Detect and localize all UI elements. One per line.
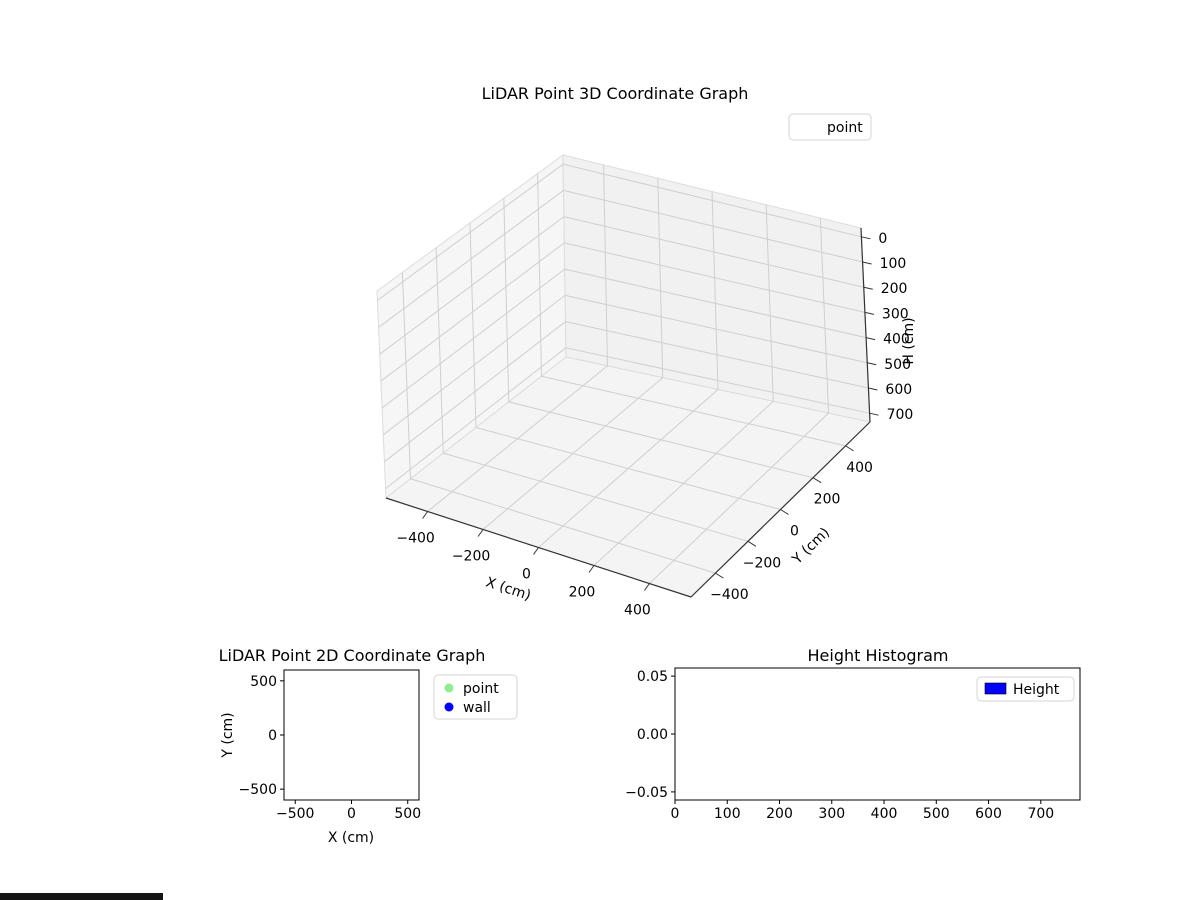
legend-height-marker-icon xyxy=(984,682,1007,695)
2d-x-tick-label: 0 xyxy=(347,806,356,822)
tick-mark xyxy=(869,412,879,416)
3d-h-axis-line xyxy=(860,227,871,423)
tick-mark xyxy=(864,311,875,315)
histogram-subplot: 0 100 200 300 400 500 600 700 −0.05 0.00 0.05 Heig… xyxy=(625,646,1081,822)
histogram-title: Height Histogram xyxy=(808,646,949,665)
tick-mark xyxy=(863,286,873,290)
2d-legend-frame xyxy=(433,674,518,720)
2d-legend-point-label: point xyxy=(463,681,499,697)
tick-mark xyxy=(865,337,876,341)
3d-grid-line xyxy=(482,377,664,530)
3d-subplot: −400 −200 0 200 400 −400 −200 0 200 400 0 100 200 300… xyxy=(376,84,917,619)
hist-x-tick-label: 400 xyxy=(871,806,898,822)
hist-x-tick-label: 500 xyxy=(923,806,950,822)
3d-grid-line xyxy=(538,389,719,548)
bottom-left-dark-strip xyxy=(0,893,163,900)
hist-x-tick-label: 600 xyxy=(975,806,1002,822)
tick-mark xyxy=(747,540,757,547)
3d-x-tick-label: −200 xyxy=(452,549,490,565)
legend-point-marker-icon xyxy=(444,683,454,693)
tick-mark xyxy=(868,387,878,391)
3d-h-tick-label: 200 xyxy=(881,281,908,297)
2d-y-tick-label: 0 xyxy=(268,728,277,744)
3d-grid-line xyxy=(469,222,477,428)
tick-mark xyxy=(715,572,724,579)
2d-y-axis-label: Y (cm) xyxy=(220,712,236,758)
histogram-axes: 0 100 200 300 400 500 600 700 −0.05 0.00 0.05 xyxy=(625,667,1081,822)
tick-mark xyxy=(867,362,877,366)
3d-grid-line xyxy=(603,164,608,366)
hist-x-tick-label: 700 xyxy=(1027,806,1054,822)
hist-x-tick-label: 100 xyxy=(714,806,741,822)
3d-h-tick-label: 400 xyxy=(883,332,910,348)
tick-mark xyxy=(588,565,595,573)
2d-subplot: −500 0 500 −500 0 500 LiDAR Point 2D Coordina… xyxy=(219,646,518,846)
histogram-legend-height-label: Height xyxy=(1013,682,1060,698)
hist-y-tick-label: −0.05 xyxy=(625,785,668,801)
3d-grid-line xyxy=(765,204,774,402)
tick-mark xyxy=(780,509,789,515)
3d-gridlines xyxy=(377,163,870,584)
2d-x-tick-label: 500 xyxy=(394,806,421,822)
3d-grid-line xyxy=(711,191,719,390)
3d-y-tick-label: −400 xyxy=(710,587,748,603)
3d-legend-frame xyxy=(788,113,872,141)
3d-x-tick-label: 200 xyxy=(569,585,596,601)
2d-legend-wall-label: wall xyxy=(463,700,491,716)
2d-y-tick-label: 500 xyxy=(250,674,277,690)
3d-plot-title: LiDAR Point 3D Coordinate Graph xyxy=(482,84,749,103)
3d-y-tick-label: −200 xyxy=(743,555,781,571)
3d-x-tick-label: 0 xyxy=(522,567,531,583)
3d-x-tick-label: 400 xyxy=(624,603,651,619)
tick-mark xyxy=(477,529,484,537)
2d-y-tick-label: −500 xyxy=(239,782,277,798)
2d-frame xyxy=(283,669,420,801)
2d-plot-title: LiDAR Point 2D Coordinate Graph xyxy=(219,646,486,665)
3d-h-tick-label: 600 xyxy=(885,382,912,398)
hist-x-tick-label: 0 xyxy=(671,806,680,822)
3d-h-tick-label: 500 xyxy=(884,357,911,373)
3d-grid-line xyxy=(657,178,664,378)
3d-legend-point-label: point xyxy=(827,120,863,136)
tick-mark xyxy=(862,261,872,265)
tick-mark xyxy=(861,236,871,240)
tick-mark xyxy=(812,477,822,484)
3d-legend: point xyxy=(788,113,872,141)
hist-y-tick-label: 0.00 xyxy=(637,727,668,743)
3d-grid-line xyxy=(427,365,608,512)
tick-mark xyxy=(422,511,428,519)
3d-grid-line xyxy=(819,218,830,414)
tick-mark xyxy=(845,445,854,452)
3d-grid-line xyxy=(593,400,774,566)
2d-x-tick-label: −500 xyxy=(276,806,314,822)
3d-y-tick-label: 200 xyxy=(814,492,841,508)
3d-grid-line xyxy=(537,173,542,377)
3d-grid-line xyxy=(649,412,829,584)
legend-wall-marker-icon xyxy=(444,702,454,712)
3d-ticks: −400 −200 0 200 400 −400 −200 0 200 400 0 100 200 300… xyxy=(396,231,913,619)
3d-grid-line xyxy=(503,198,510,402)
3d-x-tick-label: −400 xyxy=(396,531,434,547)
3d-grid-line xyxy=(401,272,412,479)
hist-x-tick-label: 300 xyxy=(818,806,845,822)
tick-mark xyxy=(533,547,539,555)
3d-h-tick-label: 700 xyxy=(887,407,914,423)
3d-h-tick-label: 300 xyxy=(882,306,909,322)
3d-y-tick-label: 400 xyxy=(846,460,873,476)
hist-y-tick-label: 0.05 xyxy=(637,669,668,685)
3d-grid-line xyxy=(435,247,444,454)
3d-h-axis-label: H (cm) xyxy=(901,317,917,364)
histogram-legend: Height xyxy=(976,676,1075,702)
3d-h-tick-label: 100 xyxy=(880,256,907,272)
2d-x-axis-label: X (cm) xyxy=(328,830,374,846)
3d-h-tick-label: 0 xyxy=(878,231,887,247)
tick-mark xyxy=(644,583,650,591)
2d-axes: −500 0 500 −500 0 500 xyxy=(239,669,421,822)
hist-x-tick-label: 200 xyxy=(766,806,793,822)
2d-legend: point wall xyxy=(433,674,518,720)
3d-y-tick-label: 0 xyxy=(790,524,799,540)
